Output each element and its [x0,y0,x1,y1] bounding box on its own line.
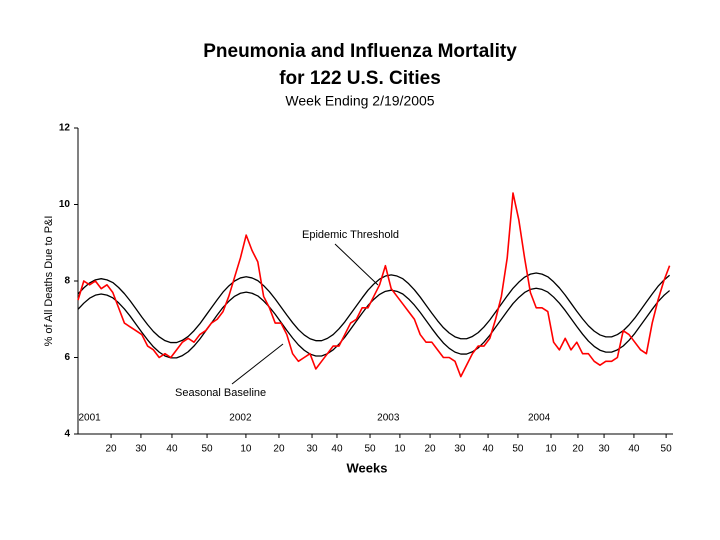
y-tick-label: 8 [64,276,70,287]
chart-title-line2: for 122 U.S. Cities [279,68,441,89]
x-tick-label: 10 [394,444,406,455]
x-tick-label: 30 [306,444,318,455]
x-tick-label: 40 [331,444,343,455]
x-tick-label: 50 [201,444,213,455]
year-label: 2001 [78,413,101,424]
chart-subtitle: Week Ending 2/19/2005 [285,93,434,109]
y-axis-label: % of All Deaths Due to P&I [43,216,55,347]
chart-title: Pneumonia and Influenza Mortality [203,41,517,62]
y-tick-label: 10 [59,199,71,210]
year-label: 2003 [377,413,400,424]
annotation-leader [231,343,284,385]
x-axis-label: Weeks [347,460,388,475]
x-tick-label: 40 [166,444,178,455]
x-tick-label: 40 [628,444,640,455]
x-tick-label: 10 [545,444,557,455]
series-line [77,287,671,359]
y-tick-label: 12 [59,123,71,134]
year-label: 2002 [229,413,252,424]
x-tick-label: 30 [598,444,610,455]
annotation: Seasonal Baseline [175,387,266,399]
series-line [77,192,671,378]
y-tick-label: 4 [64,429,70,440]
x-tick-label: 10 [240,444,252,455]
series-line [77,272,671,344]
year-label: 2004 [528,413,551,424]
x-tick-label: 20 [105,444,117,455]
annotation-leader [334,243,379,286]
x-tick-label: 50 [364,444,376,455]
x-tick-label: 40 [482,444,494,455]
annotation: Epidemic Threshold [302,229,399,241]
x-tick-label: 30 [454,444,466,455]
y-tick-label: 6 [64,352,70,363]
x-tick-label: 50 [512,444,524,455]
x-tick-label: 20 [424,444,436,455]
x-tick-label: 20 [273,444,285,455]
x-tick-label: 30 [135,444,147,455]
x-tick-label: 50 [661,444,673,455]
x-tick-label: 20 [572,444,584,455]
